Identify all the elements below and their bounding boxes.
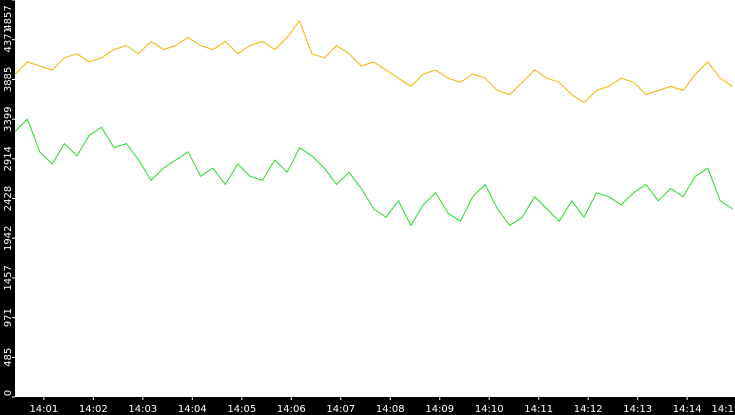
y-tick-label: 0	[3, 390, 14, 396]
x-tick-label: 14:02	[79, 404, 108, 415]
x-tick-label: 14:06	[277, 404, 306, 415]
series-layer	[14, 20, 733, 226]
y-tick-label: 3885	[3, 67, 14, 92]
x-tick-label: 14:13	[623, 404, 652, 415]
x-axis: 14:01 14:02 14:03 14:04 14:05 14:06 14:07 14:08…	[29, 397, 734, 415]
series-line-1	[14, 20, 733, 104]
x-tick-label: 14:03	[128, 404, 157, 415]
x-tick-label: 14:10	[475, 404, 504, 415]
plot-area	[15, 0, 735, 397]
y-tick-label: 485	[3, 348, 14, 367]
x-tick-label: 14:11	[524, 404, 553, 415]
x-tick-label: 14:07	[326, 404, 355, 415]
y-tick-label: 971	[3, 308, 14, 327]
x-tick-label: 14:1	[712, 404, 734, 415]
y-tick-label: 2914	[3, 146, 14, 171]
y-tick-label: 4857	[3, 5, 14, 30]
series-line-2	[14, 118, 733, 226]
x-tick-label: 14:08	[376, 404, 405, 415]
x-tick-label: 14:14	[673, 404, 702, 415]
y-tick-label: 2428	[3, 186, 14, 211]
x-tick-label: 14:05	[227, 404, 256, 415]
x-tick-label: 14:04	[178, 404, 207, 415]
x-tick-label: 14:01	[29, 404, 58, 415]
x-tick-label: 14:09	[425, 404, 454, 415]
x-tick-label: 14:12	[574, 404, 603, 415]
y-tick-label: 4371	[3, 27, 14, 52]
y-tick-label: 3399	[3, 106, 14, 131]
y-tick-label: 1942	[3, 226, 14, 251]
y-tick-label: 1457	[3, 265, 14, 290]
